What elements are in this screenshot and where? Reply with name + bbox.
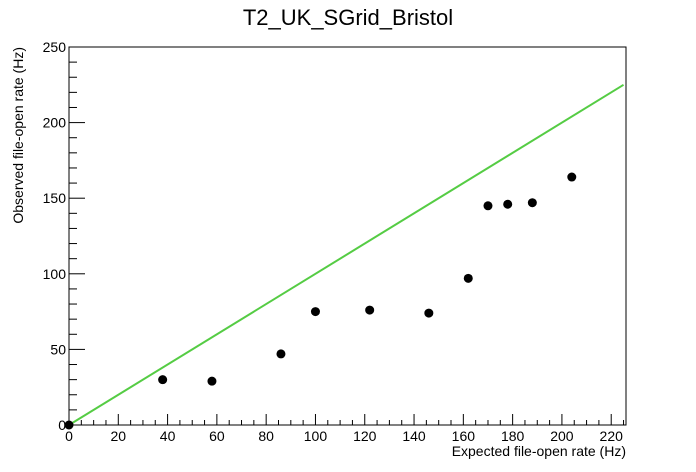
data-point <box>483 201 493 211</box>
y-tick-label: 50 <box>50 341 66 357</box>
x-tick-label: 20 <box>111 428 127 444</box>
data-point <box>207 376 217 386</box>
x-tick-label: 40 <box>160 428 176 444</box>
x-tick-label: 0 <box>65 428 73 444</box>
y-tick-label: 100 <box>43 266 67 282</box>
series-layer <box>64 83 625 430</box>
y-tick-label: 150 <box>43 190 67 206</box>
data-point <box>567 172 577 182</box>
x-tick-label: 100 <box>304 428 328 444</box>
data-point <box>158 375 168 385</box>
y-tick-label: 200 <box>43 115 67 131</box>
y-tick-label: 0 <box>58 417 66 433</box>
reference-line <box>68 83 625 426</box>
x-tick-label: 200 <box>550 428 574 444</box>
data-point <box>310 307 320 317</box>
x-tick-label: 60 <box>209 428 225 444</box>
x-tick-label: 120 <box>353 428 377 444</box>
plot-frame <box>68 46 627 426</box>
x-tick-label: 80 <box>258 428 274 444</box>
data-point <box>276 349 286 359</box>
x-tick-label: 160 <box>452 428 476 444</box>
x-axis: 0 20 40 60 80 100 120 140 160 180 200 220 <box>65 414 625 444</box>
data-point <box>424 308 434 318</box>
data-point <box>64 420 74 430</box>
chart-title: T2_UK_SGrid_Bristol <box>243 5 453 30</box>
y-axis: 0 50 100 150 200 250 <box>43 39 85 433</box>
data-point <box>463 273 473 283</box>
x-tick-label: 220 <box>600 428 624 444</box>
y-tick-label: 250 <box>43 39 67 55</box>
x-tick-label: 140 <box>402 428 426 444</box>
data-point <box>527 198 537 208</box>
x-axis-title: Expected file-open rate (Hz) <box>452 443 626 459</box>
y-axis-title: Observed file-open rate (Hz) <box>10 47 26 224</box>
x-tick-label: 180 <box>501 428 525 444</box>
data-point <box>365 305 375 315</box>
data-point <box>503 199 513 209</box>
